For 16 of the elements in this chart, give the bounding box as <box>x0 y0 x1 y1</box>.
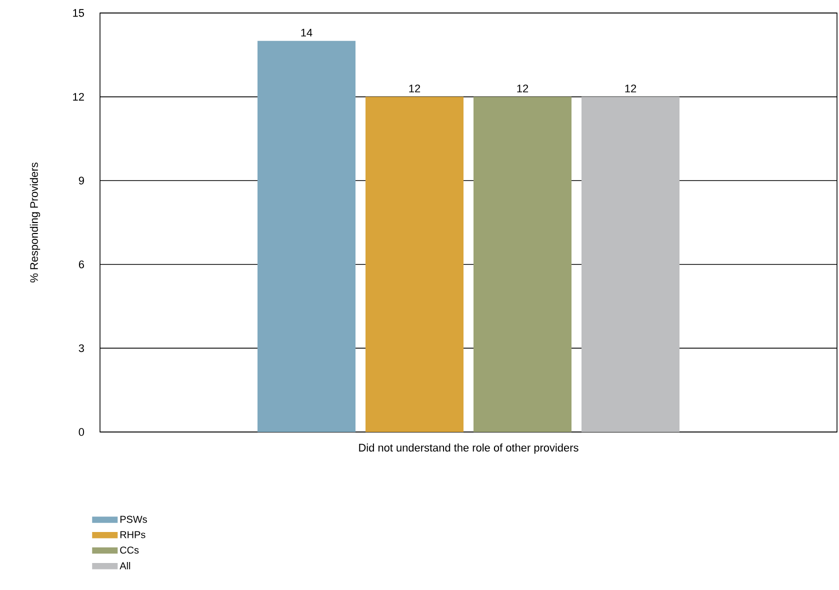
data-label: 14 <box>301 28 312 36</box>
legend-label: CCs <box>120 546 139 554</box>
data-label: 12 <box>625 84 636 92</box>
data-label: 12 <box>409 84 420 92</box>
legend-label: All <box>120 562 130 570</box>
legend-label: RHPs <box>120 531 146 538</box>
x-tick-label: Did not understand the role of other providers <box>359 444 578 454</box>
data-label: 12 <box>517 84 528 92</box>
y-axis-title: % Responding Providers <box>30 162 40 282</box>
legend-label: PSWs <box>120 516 147 523</box>
y-tick-label: 3 <box>78 344 84 352</box>
y-tick-label: 6 <box>78 260 84 268</box>
y-tick-label: 15 <box>73 9 84 17</box>
y-tick-label: 9 <box>78 176 84 184</box>
y-tick-label: 12 <box>73 92 84 101</box>
y-tick-label: 0 <box>78 428 84 436</box>
